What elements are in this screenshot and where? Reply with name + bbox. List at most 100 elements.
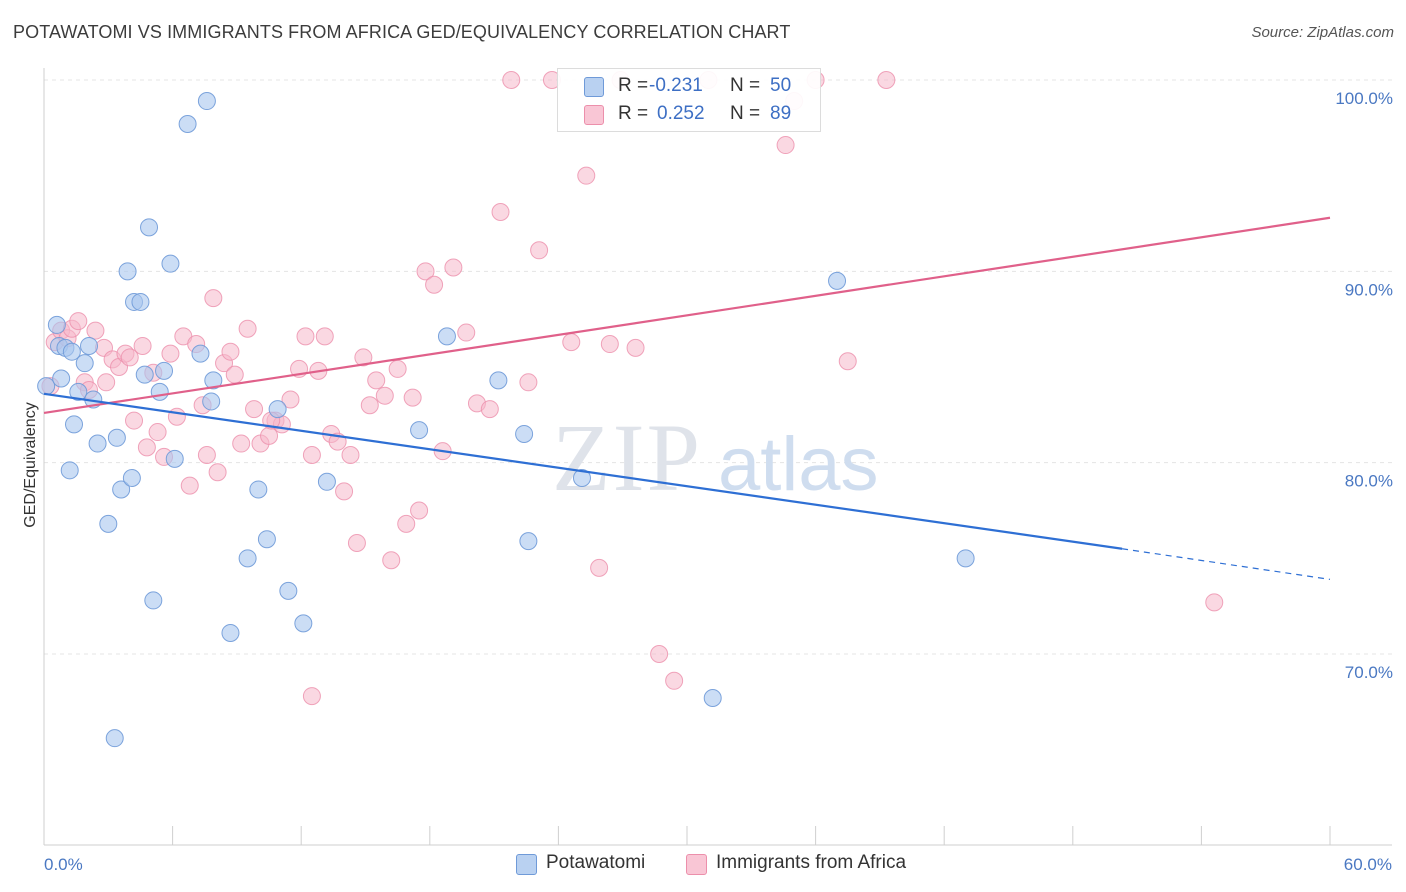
y-tick-label: 100.0% xyxy=(1335,89,1393,108)
point-immigrants xyxy=(208,463,227,482)
point-immigrants xyxy=(238,319,257,338)
point-immigrants xyxy=(519,373,538,392)
point-potawatomi xyxy=(122,468,141,487)
point-immigrants xyxy=(341,446,360,465)
point-potawatomi xyxy=(99,514,118,533)
trend-lines xyxy=(43,216,1331,580)
point-immigrants xyxy=(877,71,896,89)
point-immigrants xyxy=(416,262,435,281)
point-immigrants xyxy=(562,333,581,352)
point-immigrants xyxy=(281,390,300,409)
point-potawatomi xyxy=(75,354,94,373)
legend-r-value: -0.231 xyxy=(649,75,703,96)
point-immigrants xyxy=(480,400,499,419)
point-immigrants xyxy=(650,645,669,663)
point-immigrants xyxy=(315,327,334,346)
point-immigrants xyxy=(204,289,223,308)
x-tick-label: 60.0% xyxy=(1344,855,1392,874)
point-immigrants xyxy=(360,396,379,415)
point-immigrants xyxy=(1205,593,1224,612)
point-potawatomi xyxy=(178,115,197,134)
point-potawatomi xyxy=(47,315,66,334)
point-potawatomi xyxy=(268,400,287,419)
point-immigrants xyxy=(97,373,116,392)
point-immigrants xyxy=(382,551,401,570)
point-immigrants xyxy=(120,348,139,367)
point-immigrants xyxy=(180,476,199,495)
point-potawatomi xyxy=(60,461,79,480)
point-immigrants xyxy=(221,342,240,361)
point-immigrants xyxy=(133,336,152,355)
point-potawatomi xyxy=(52,369,71,388)
legend-label-immigrants: Immigrants from Africa xyxy=(716,852,907,873)
point-immigrants xyxy=(375,386,394,405)
y-axis-label: GED/Equivalency xyxy=(22,402,39,527)
point-potawatomi xyxy=(62,342,81,361)
point-potawatomi xyxy=(279,581,298,600)
legend-swatch-immigrants xyxy=(686,854,707,875)
legend-r-label: R = xyxy=(618,103,649,124)
point-immigrants xyxy=(69,312,88,331)
point-immigrants xyxy=(296,327,315,346)
point-potawatomi xyxy=(437,327,456,346)
stats-legend: R = -0.231 N = 50 R = 0.252 N = 89 xyxy=(557,68,821,132)
point-immigrants xyxy=(245,400,264,419)
point-immigrants xyxy=(125,411,144,430)
y-tick-label: 80.0% xyxy=(1345,472,1393,491)
point-immigrants xyxy=(388,359,407,378)
point-immigrants xyxy=(347,534,366,553)
legend-swatch-pink xyxy=(584,105,604,125)
legend-n-value: 50 xyxy=(770,75,792,96)
trend-line-potawatomi xyxy=(43,392,1123,550)
point-immigrants xyxy=(197,446,216,465)
point-immigrants xyxy=(367,371,386,390)
point-immigrants xyxy=(444,258,463,277)
point-immigrants xyxy=(590,558,609,577)
point-potawatomi xyxy=(155,361,174,380)
axes: 100.0% 90.0% 80.0% 70.0% 0.0% 60.0% xyxy=(43,68,1393,874)
point-immigrants xyxy=(225,365,244,384)
point-immigrants xyxy=(530,241,549,260)
point-potawatomi xyxy=(150,382,169,401)
point-potawatomi xyxy=(161,254,180,273)
legend-label-potawatomi: Potawatomi xyxy=(546,852,646,873)
point-potawatomi xyxy=(257,530,276,549)
point-immigrants xyxy=(665,671,684,690)
point-potawatomi xyxy=(317,472,336,491)
point-potawatomi xyxy=(238,549,257,568)
point-potawatomi xyxy=(105,729,124,748)
point-potawatomi xyxy=(515,424,534,443)
y-tick-label: 90.0% xyxy=(1345,280,1393,299)
point-potawatomi xyxy=(65,415,84,434)
point-immigrants xyxy=(397,514,416,533)
point-potawatomi xyxy=(519,532,538,551)
point-immigrants xyxy=(502,71,521,89)
point-immigrants xyxy=(491,203,510,222)
point-potawatomi xyxy=(135,365,154,384)
point-potawatomi xyxy=(107,428,126,447)
gridlines xyxy=(44,79,1392,655)
series-immigrants-points xyxy=(41,71,1224,706)
trend-line-potawatomi-extension xyxy=(1122,548,1331,580)
legend-n-label: N = xyxy=(730,75,761,96)
point-immigrants xyxy=(354,348,373,367)
chart-title: POTAWATOMI VS IMMIGRANTS FROM AFRICA GED… xyxy=(13,22,791,42)
point-immigrants xyxy=(600,335,619,354)
point-potawatomi xyxy=(197,92,216,111)
point-immigrants xyxy=(232,434,251,453)
source-label: Source: ZipAtlas.com xyxy=(1251,24,1394,41)
point-potawatomi xyxy=(118,262,137,281)
point-immigrants xyxy=(457,323,476,342)
series-potawatomi-points xyxy=(37,92,975,748)
watermark: ZIP atlas xyxy=(552,404,879,511)
point-potawatomi xyxy=(37,377,56,396)
point-immigrants xyxy=(425,275,444,294)
legend-swatch-blue xyxy=(584,77,604,97)
point-potawatomi xyxy=(140,218,159,237)
legend-r-value: 0.252 xyxy=(657,103,705,124)
point-potawatomi xyxy=(410,421,429,440)
point-immigrants xyxy=(776,136,795,155)
legend-swatch-potawatomi xyxy=(516,854,537,875)
point-immigrants xyxy=(167,407,186,426)
